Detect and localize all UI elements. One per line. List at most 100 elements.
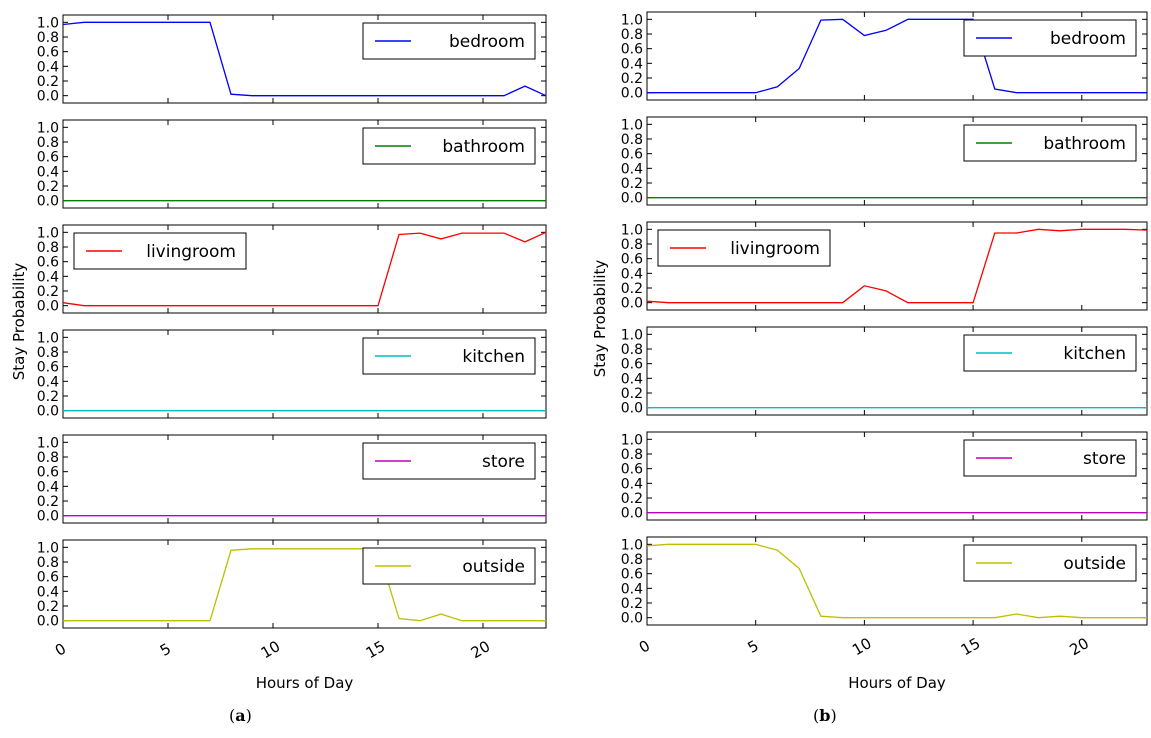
y-tick-label: 0.2 <box>37 284 59 300</box>
y-tick-label: 0.8 <box>37 450 59 466</box>
legend-label: kitchen <box>1063 344 1126 364</box>
subplot-store: 0.00.20.40.60.81.0 store <box>37 434 547 525</box>
y-tick-label: 0.6 <box>37 45 59 61</box>
caption-letter: b <box>819 706 831 725</box>
y-tick-label: 0.8 <box>37 345 59 361</box>
y-tick-label: 0.0 <box>37 614 59 630</box>
subplot-bathroom: 0.00.20.40.60.81.0 bathroom <box>621 116 1148 207</box>
legend-kitchen: kitchen <box>362 337 536 375</box>
axes-frame <box>62 14 547 104</box>
y-tick-label: 1.0 <box>621 537 643 553</box>
y-tick-label: 0.0 <box>621 506 643 522</box>
legend-store: store <box>362 442 536 480</box>
y-tick-label: 0.6 <box>37 255 59 271</box>
x-tick-label: 15 <box>958 634 984 659</box>
axes-frame <box>62 119 547 209</box>
y-axis-label: Stay Probability <box>10 263 28 381</box>
y-tick-label: 0.6 <box>621 462 643 478</box>
legend-bathroom: bathroom <box>362 127 536 165</box>
series-line-bedroom <box>62 21 547 97</box>
y-tick-label: 1.0 <box>37 330 59 346</box>
subplot-bathroom: 0.00.20.40.60.81.0 bathroom <box>37 119 547 210</box>
chart-panel-b: 0.00.20.40.60.81.0bedroom0.00.20.40.60.8… <box>591 11 1148 692</box>
y-tick-label: 1.0 <box>37 15 59 31</box>
subplot-outside: 0.00.20.40.60.81.0 outside <box>621 536 1148 627</box>
y-tick-label: 0.8 <box>37 30 59 46</box>
series-line-livingroom <box>646 228 1148 304</box>
y-tick-label: 0.8 <box>621 552 643 568</box>
y-tick-label: 0.0 <box>37 89 59 105</box>
legend-kitchen: kitchen <box>963 334 1137 372</box>
axes-frame <box>646 11 1148 101</box>
x-tick-label: 5 <box>745 636 762 656</box>
y-tick-label: 0.4 <box>37 479 59 495</box>
y-tick-label: 0.4 <box>37 374 59 390</box>
subplot-kitchen: 0.00.20.40.60.81.0 kitchen <box>37 329 547 420</box>
y-tick-label: 0.2 <box>621 596 643 612</box>
y-tick-label: 0.4 <box>621 56 643 72</box>
x-tick-label: 5 <box>157 639 174 659</box>
y-tick-label: 1.0 <box>621 432 643 448</box>
y-tick-label: 0.6 <box>621 42 643 58</box>
x-tick-label: 20 <box>1067 634 1093 659</box>
y-tick-label: 1.0 <box>37 540 59 556</box>
y-tick-label: 1.0 <box>621 12 643 28</box>
y-tick-label: 1.0 <box>621 327 643 343</box>
y-tick-label: 0.6 <box>37 150 59 166</box>
y-tick-label: 0.6 <box>37 465 59 481</box>
y-tick-label: 0.0 <box>621 296 643 312</box>
y-tick-label: 0.2 <box>621 386 643 402</box>
legend-label: store <box>1083 449 1126 469</box>
x-tick-label: 10 <box>849 634 875 659</box>
y-tick-label: 0.2 <box>621 71 643 87</box>
legend-bedroom: bedroom <box>362 22 536 60</box>
x-tick-label: 20 <box>468 637 494 662</box>
caption-close: ) <box>245 706 252 725</box>
y-tick-label: 0.2 <box>37 494 59 510</box>
subplot-bedroom: 0.00.20.40.60.81.0 bedroom <box>37 14 547 105</box>
y-tick-label: 0.6 <box>621 252 643 268</box>
chart-panel-a: 0.00.20.40.60.81.0bedroom0.00.20.40.60.8… <box>10 14 547 692</box>
y-tick-label: 0.8 <box>37 240 59 256</box>
legend-label: livingroom <box>730 239 820 259</box>
axes-frame <box>62 539 547 629</box>
y-tick-label: 0.2 <box>37 389 59 405</box>
legend-livingroom: livingroom <box>73 232 247 270</box>
y-tick-label: 1.0 <box>621 222 643 238</box>
y-tick-label: 0.2 <box>37 599 59 615</box>
y-tick-label: 0.4 <box>37 59 59 75</box>
legend-label: livingroom <box>146 242 236 262</box>
axes-frame <box>646 221 1148 311</box>
series-line-outside <box>646 543 1147 619</box>
legend-bathroom: bathroom <box>963 124 1137 162</box>
y-tick-label: 1.0 <box>37 225 59 241</box>
subplot-store: 0.00.20.40.60.81.0 store <box>621 431 1148 522</box>
y-tick-label: 0.6 <box>621 567 643 583</box>
y-tick-label: 0.2 <box>37 74 59 90</box>
y-tick-label: 0.0 <box>621 611 643 627</box>
y-tick-label: 0.8 <box>621 132 643 148</box>
subplot-livingroom: 0.00.20.40.60.81.0 livingroom <box>37 224 547 315</box>
y-axis-label: Stay Probability <box>591 260 609 378</box>
y-tick-label: 0.6 <box>37 360 59 376</box>
subplot-outside: 0.00.20.40.60.81.0 outside <box>37 539 547 630</box>
y-tick-label: 0.8 <box>37 555 59 571</box>
caption-close: ) <box>830 706 837 725</box>
y-tick-label: 0.4 <box>621 371 643 387</box>
legend-label: kitchen <box>462 347 525 367</box>
axes-frame <box>62 434 547 524</box>
series-line-outside <box>63 548 546 622</box>
y-tick-label: 1.0 <box>621 117 643 133</box>
x-tick-label: 10 <box>258 637 284 662</box>
legend-store: store <box>963 439 1137 477</box>
y-tick-label: 0.0 <box>621 401 643 417</box>
y-tick-label: 0.4 <box>621 581 643 597</box>
legend-box <box>963 19 1137 57</box>
caption-open: ( <box>813 706 820 725</box>
y-tick-label: 0.4 <box>621 161 643 177</box>
y-tick-label: 0.8 <box>621 342 643 358</box>
legend-livingroom: livingroom <box>657 229 831 267</box>
legend-label: bedroom <box>1050 29 1126 49</box>
panel-caption-a: (a) <box>229 706 252 725</box>
